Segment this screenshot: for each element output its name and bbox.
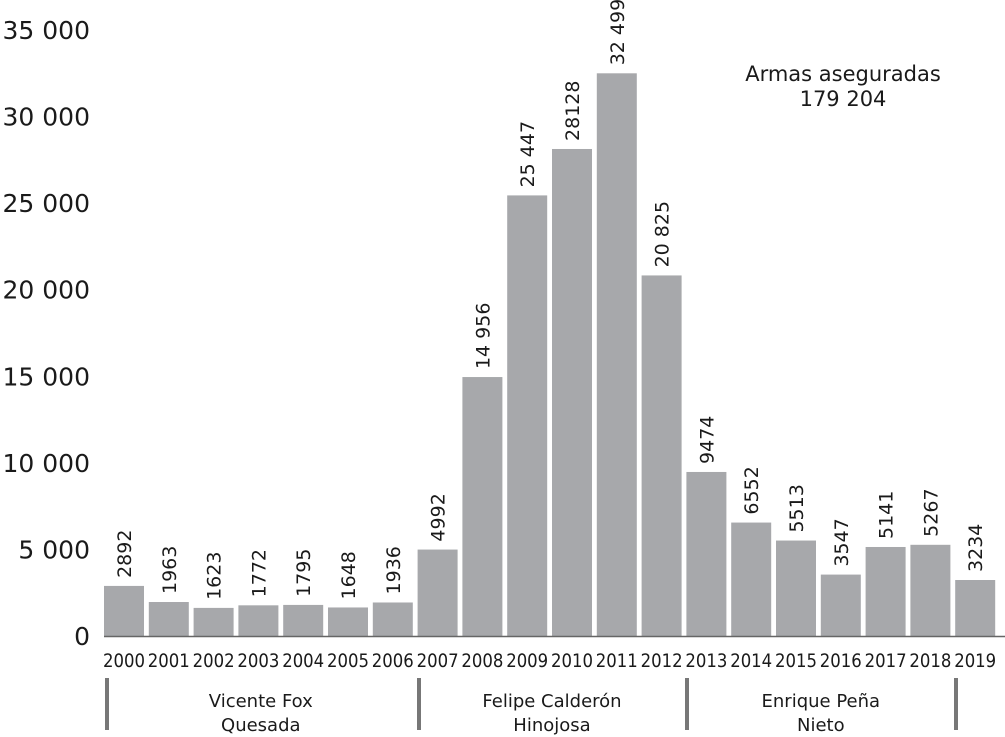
total-annotation: Armas aseguradas 179 204 bbox=[745, 62, 941, 111]
data-label: 1936 bbox=[383, 546, 405, 594]
x-tick-label: 2019 bbox=[954, 650, 996, 672]
period-brackets: Vicente Fox Quesada Felipe Calderón Hinojos… bbox=[105, 678, 958, 736]
x-tick-label: 2015 bbox=[775, 650, 817, 672]
bar-2011 bbox=[596, 73, 637, 636]
data-label: 28128 bbox=[562, 81, 584, 141]
bar-2002 bbox=[193, 607, 234, 636]
y-tick-label: 20 000 bbox=[3, 276, 90, 305]
data-label: 5141 bbox=[876, 491, 898, 539]
x-tick-label: 2003 bbox=[237, 650, 279, 672]
x-tick-label: 2018 bbox=[909, 650, 951, 672]
data-label: 3234 bbox=[965, 524, 987, 572]
period-label: Enrique Peña bbox=[762, 691, 881, 712]
x-tick-label: 2014 bbox=[730, 650, 772, 672]
x-tick-label: 2016 bbox=[820, 650, 862, 672]
y-tick-label: 5 000 bbox=[18, 535, 90, 564]
annotation-line1: Armas aseguradas bbox=[745, 62, 941, 86]
bar-2016 bbox=[820, 574, 861, 636]
x-tick-label: 2010 bbox=[551, 650, 593, 672]
x-tick-label: 2004 bbox=[282, 650, 324, 672]
x-tick-label: 2008 bbox=[461, 650, 503, 672]
data-label: 5513 bbox=[786, 484, 808, 532]
x-tick-label: 2011 bbox=[596, 650, 638, 672]
data-label: 1795 bbox=[293, 549, 315, 597]
annotation-line2: 179 204 bbox=[800, 87, 887, 111]
x-tick-label: 2009 bbox=[506, 650, 548, 672]
data-label: 1648 bbox=[338, 551, 360, 599]
x-tick-label: 2013 bbox=[685, 650, 727, 672]
y-tick-label: 15 000 bbox=[3, 362, 90, 391]
bar-2017 bbox=[865, 546, 906, 636]
bar-2003 bbox=[238, 605, 279, 636]
bar-2014 bbox=[731, 522, 772, 636]
bar-2019 bbox=[955, 580, 996, 636]
bar-2000 bbox=[104, 585, 144, 636]
y-axis: 0 5 000 10 000 15 000 20 000 25 000 30 000 35 0… bbox=[3, 16, 90, 651]
data-label: 20 825 bbox=[652, 201, 674, 267]
data-label: 25 447 bbox=[517, 121, 539, 187]
period-separator bbox=[954, 678, 958, 730]
bar-2008 bbox=[462, 377, 503, 636]
bar-2007 bbox=[417, 549, 458, 636]
y-tick-label: 0 bbox=[74, 622, 90, 651]
bar-2010 bbox=[552, 148, 592, 636]
bar-2004 bbox=[283, 604, 324, 636]
y-tick-label: 35 000 bbox=[3, 16, 90, 45]
x-tick-label: 2000 bbox=[103, 650, 145, 672]
period-separator bbox=[105, 678, 109, 730]
data-label: 32 499 bbox=[607, 0, 629, 65]
data-label: 1963 bbox=[159, 546, 181, 594]
bar-2005 bbox=[328, 607, 368, 636]
data-label: 9474 bbox=[696, 416, 718, 464]
y-tick-label: 30 000 bbox=[3, 103, 90, 132]
data-label: 5267 bbox=[920, 488, 942, 536]
bar-2015 bbox=[776, 540, 816, 636]
x-tick-label: 2002 bbox=[193, 650, 235, 672]
period-label: Nieto bbox=[797, 715, 845, 736]
x-tick-label: 2017 bbox=[865, 650, 907, 672]
bar-2009 bbox=[507, 195, 548, 636]
period-label: Felipe Calderón bbox=[482, 691, 621, 712]
data-label: 4992 bbox=[428, 493, 450, 541]
period-separator bbox=[417, 678, 421, 730]
period-label: Quesada bbox=[221, 715, 301, 736]
period-label: Vicente Fox bbox=[209, 691, 313, 712]
data-label: 1623 bbox=[204, 552, 226, 600]
period-label: Hinojosa bbox=[513, 715, 590, 736]
x-axis: 2000 2001 2002 2003 2004 2005 2006 2007 2008 2009… bbox=[103, 650, 996, 672]
bar-2018 bbox=[910, 544, 951, 636]
y-tick-label: 10 000 bbox=[3, 449, 90, 478]
bar-2012 bbox=[641, 275, 682, 636]
x-tick-label: 2012 bbox=[641, 650, 683, 672]
x-tick-label: 2007 bbox=[417, 650, 459, 672]
bars: 2892 1963 1623 1772 1795 1648 1936 4992 14 956 25… bbox=[104, 0, 996, 636]
bar-2013 bbox=[686, 471, 727, 636]
x-tick-label: 2001 bbox=[148, 650, 190, 672]
x-tick-label: 2006 bbox=[372, 650, 414, 672]
data-label: 3547 bbox=[831, 518, 853, 566]
data-label: 1772 bbox=[248, 549, 270, 597]
data-label: 6552 bbox=[741, 466, 763, 514]
x-tick-label: 2005 bbox=[327, 650, 369, 672]
bar-2006 bbox=[372, 602, 413, 636]
period-separator bbox=[685, 678, 689, 730]
data-label: 2892 bbox=[114, 530, 136, 578]
bar-2001 bbox=[148, 602, 189, 636]
data-label: 14 956 bbox=[472, 303, 494, 369]
y-tick-label: 25 000 bbox=[3, 189, 90, 218]
